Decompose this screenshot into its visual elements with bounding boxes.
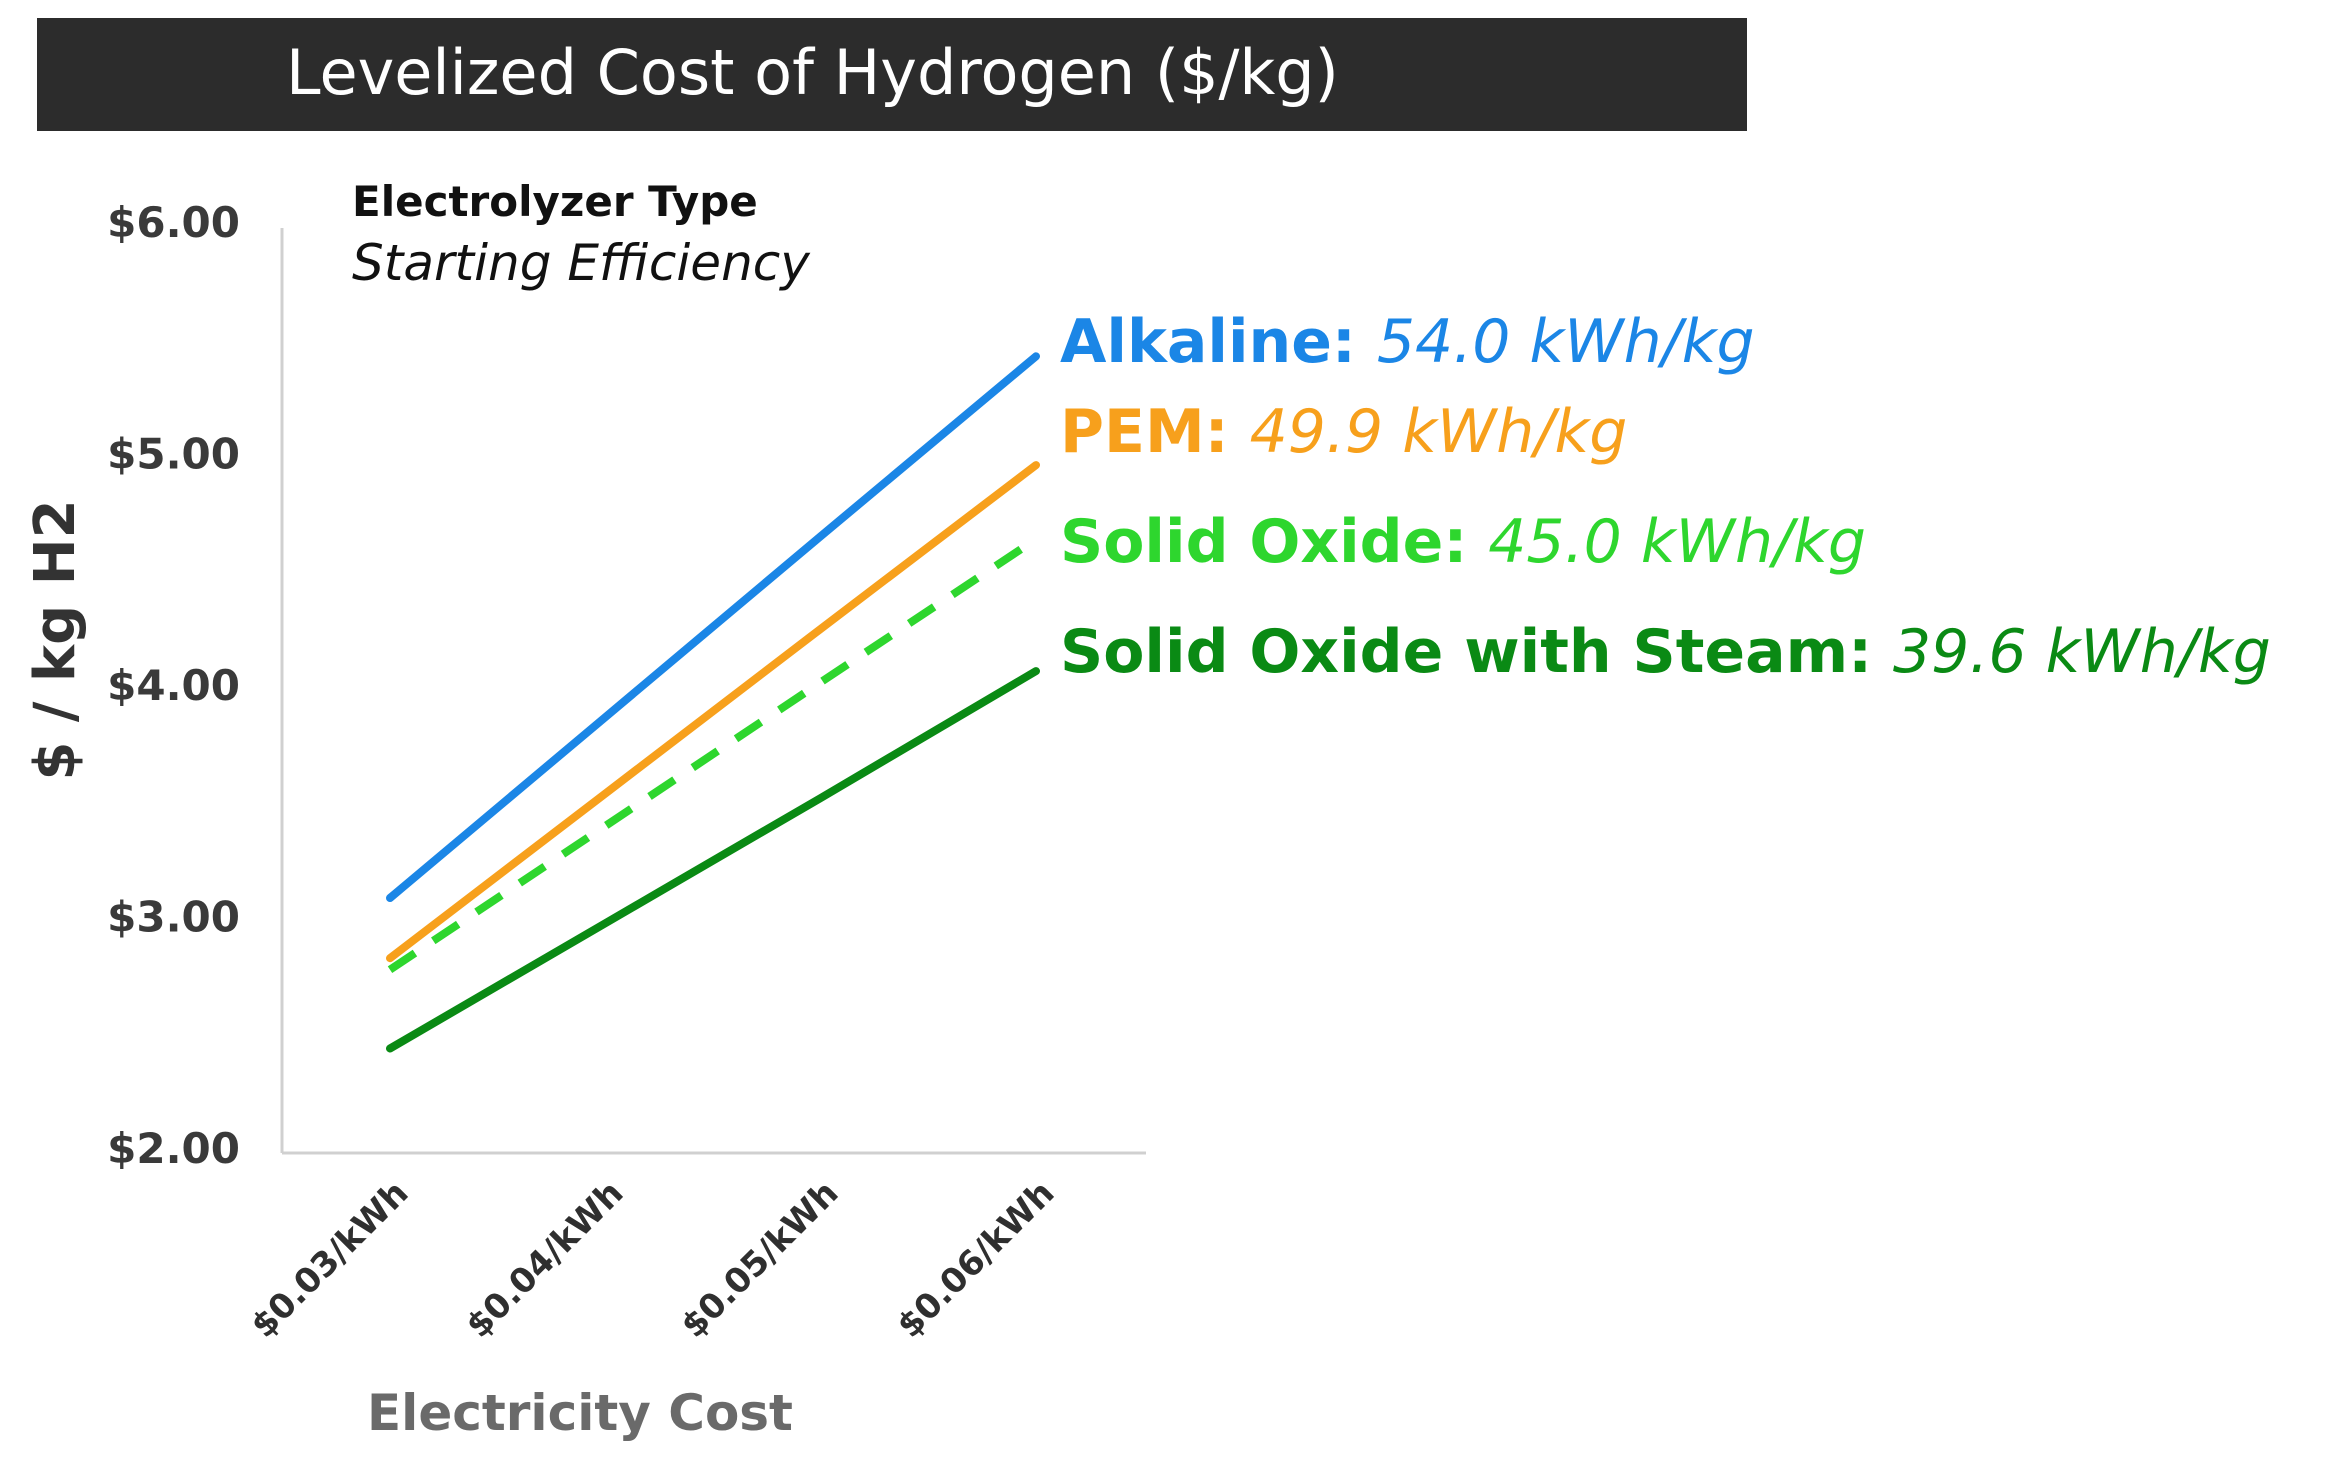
series-label: Solid Oxide: 45.0 kWh/kg	[1060, 507, 1866, 577]
x-tick-label: $0.05/kWh	[674, 1173, 847, 1346]
y-tick-label: $3.00	[107, 893, 240, 942]
x-ticks: $0.03/kWh $0.04/kWh $0.05/kWh $0.06/kWh	[244, 1173, 1063, 1346]
y-tick-label: $5.00	[107, 430, 240, 479]
series-label: Solid Oxide with Steam: 39.6 kWh/kg	[1060, 617, 2271, 687]
series-name: PEM:	[1060, 397, 1250, 467]
series-label: Alkaline: 54.0 kWh/kg	[1060, 307, 1755, 377]
series-lines	[386, 352, 1040, 1053]
x-tick-label: $0.03/kWh	[244, 1173, 417, 1346]
title-bar	[37, 18, 1747, 131]
y-tick-label: $6.00	[107, 198, 240, 247]
series-name: Solid Oxide with Steam:	[1060, 617, 1893, 687]
series-efficiency: 39.6 kWh/kg	[1893, 617, 2271, 687]
series-line-pem	[386, 461, 1040, 963]
axes	[280, 228, 1146, 1155]
x-axis-label: Electricity Cost	[367, 1384, 793, 1442]
legend-subheader: Starting Efficiency	[352, 234, 811, 292]
series-labels: Alkaline: 54.0 kWh/kg PEM: 49.9 kWh/kg Sol…	[1060, 307, 2271, 687]
y-tick-label: $2.00	[107, 1124, 240, 1173]
series-line-solid-oxide-with-steam	[386, 667, 1040, 1053]
series-efficiency: 49.9 kWh/kg	[1250, 397, 1628, 467]
series-efficiency: 54.0 kWh/kg	[1377, 307, 1755, 377]
series-name: Alkaline:	[1060, 307, 1377, 377]
series-efficiency: 45.0 kWh/kg	[1488, 507, 1866, 577]
series-name: Solid Oxide:	[1060, 507, 1488, 577]
y-tick-label: $4.00	[107, 661, 240, 710]
series-line-solid-oxide	[387, 535, 1039, 974]
series-line-alkaline	[386, 352, 1040, 902]
legend-header: Electrolyzer Type	[352, 177, 758, 226]
series-label: PEM: 49.9 kWh/kg	[1060, 397, 1627, 467]
x-tick-label: $0.04/kWh	[459, 1173, 632, 1346]
y-ticks: $2.00 $3.00 $4.00 $5.00 $6.00	[107, 198, 240, 1173]
y-axis-label: $ / kg H2	[23, 499, 88, 780]
x-tick-label: $0.06/kWh	[890, 1173, 1063, 1346]
chart-title: Levelized Cost of Hydrogen ($/kg)	[286, 36, 1339, 109]
